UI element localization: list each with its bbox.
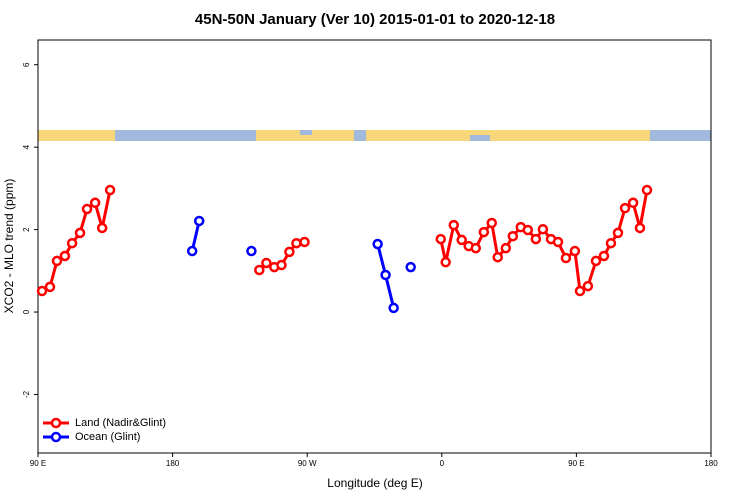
x-tick-label: 90 E [568,459,584,468]
legend-marker [50,431,62,443]
x-tick-label: 90 E [30,459,46,468]
point [44,281,56,293]
point [104,184,116,196]
point [552,236,564,248]
point [569,245,581,257]
point [388,302,399,314]
legend-label: Land (Nadir&Glint) [75,417,166,429]
point [435,233,447,245]
point [634,222,646,234]
point [500,242,512,254]
point [486,217,498,229]
point [619,202,631,214]
point [81,203,93,215]
point [440,256,451,268]
point [522,224,534,236]
point [492,251,503,263]
x-tick-label: 90 W [298,459,317,468]
legend-marker [50,417,62,429]
surface-strip [38,130,711,141]
point [74,227,86,239]
point [537,223,549,235]
point [380,269,391,281]
point [456,234,467,246]
point [59,250,71,262]
x-axis-label: Longitude (deg E) [327,476,422,490]
legend-label: Ocean (Glint) [75,431,140,443]
point [405,261,416,273]
point [299,236,310,248]
point [36,285,48,297]
plot-frame [37,39,712,454]
x-tick-label: 180 [166,459,180,468]
point [507,230,519,242]
chart-title: 45N-50N January (Ver 10) 2015-01-01 to 2… [195,11,555,28]
y-tick-label: -2 [22,390,31,398]
y-tick-label: 0 [22,309,31,314]
point [89,197,101,209]
point [193,215,205,227]
point [574,285,586,297]
point [254,264,265,276]
point [478,226,490,238]
point [612,227,624,239]
point [261,257,272,269]
y-tick-label: 6 [22,62,31,67]
point [560,252,572,264]
point [51,255,63,267]
point [291,237,302,249]
point [276,259,287,271]
point [582,280,594,292]
point [470,242,481,254]
y-axis-label: XCO2 - MLO trend (ppm) [2,179,16,314]
point [66,237,78,249]
y-tick-label: 2 [22,227,31,232]
point [284,246,295,258]
x-tick-label: 180 [704,459,718,468]
point [598,250,610,262]
point [641,184,653,196]
point [627,197,639,209]
point [96,222,108,234]
point [590,255,602,267]
point [186,245,198,257]
point [448,219,460,231]
point [605,237,617,249]
point [530,233,542,245]
point [246,245,257,257]
x-tick-label: 0 [440,459,445,468]
y-tick-label: 4 [22,144,31,149]
series-line [192,221,411,308]
point [372,238,383,250]
